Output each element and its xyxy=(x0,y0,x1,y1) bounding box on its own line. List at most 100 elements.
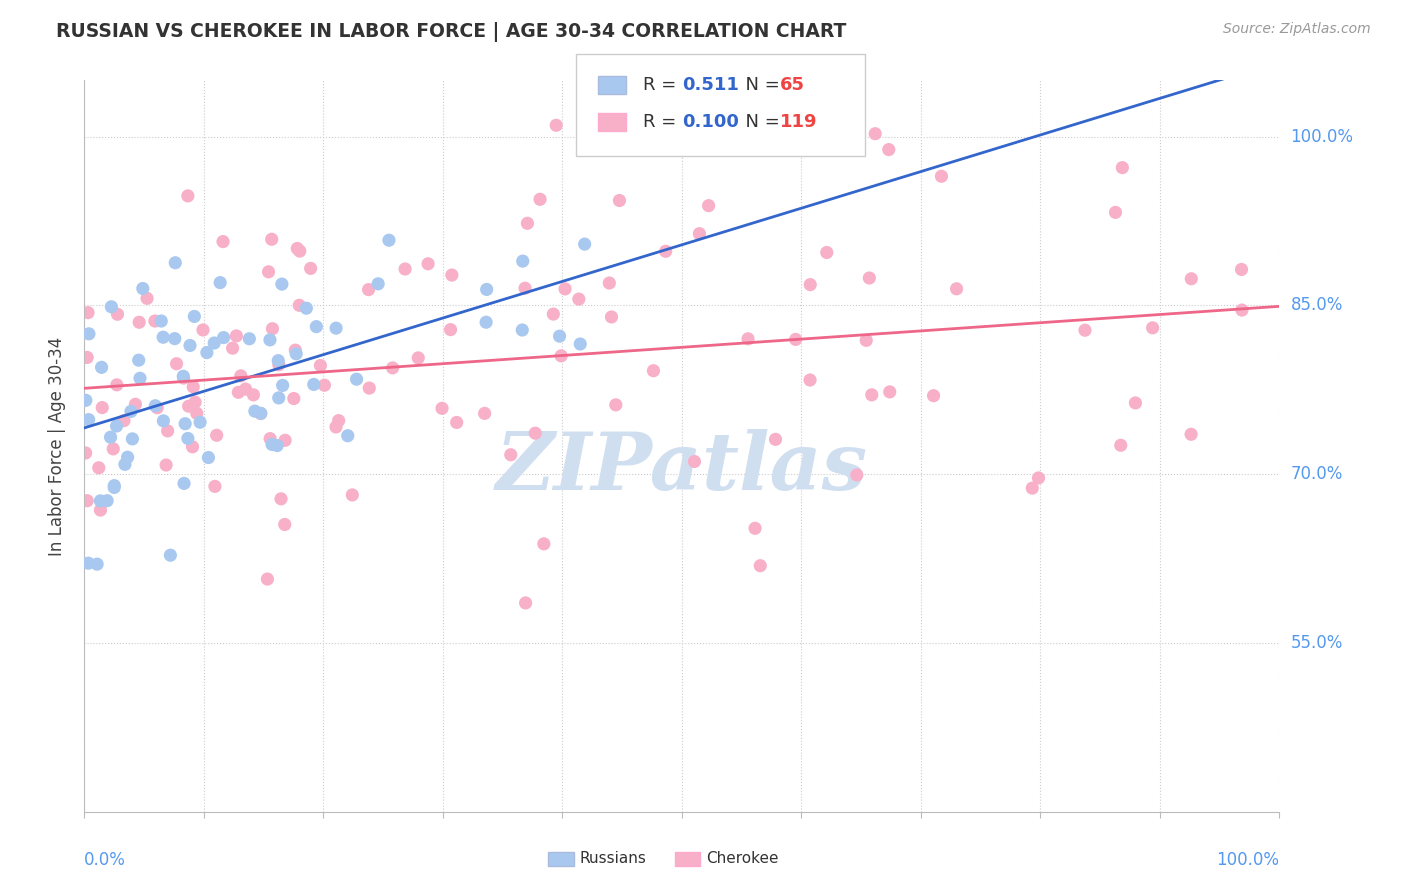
Point xyxy=(103,480,125,494)
Text: 0.100: 0.100 xyxy=(682,113,738,131)
Point xyxy=(120,404,142,418)
Point xyxy=(260,437,283,451)
Point xyxy=(543,307,565,321)
Point xyxy=(204,479,226,493)
Point xyxy=(184,395,207,409)
Point xyxy=(877,143,900,157)
Point xyxy=(89,494,111,508)
Point xyxy=(112,414,135,428)
Point xyxy=(785,333,807,347)
Point xyxy=(77,326,100,341)
Point xyxy=(256,572,278,586)
Point xyxy=(173,476,195,491)
Point xyxy=(1180,427,1202,442)
Point xyxy=(515,596,537,610)
Point xyxy=(163,332,186,346)
Point xyxy=(105,419,128,434)
Point xyxy=(105,377,128,392)
Text: 100.0%: 100.0% xyxy=(1291,128,1354,145)
Point xyxy=(195,345,218,359)
Point xyxy=(1074,323,1097,337)
Point xyxy=(267,353,290,368)
Point xyxy=(260,232,283,246)
Point xyxy=(299,261,322,276)
Point xyxy=(529,192,551,206)
Point xyxy=(165,256,187,270)
Point xyxy=(749,558,772,573)
Point xyxy=(510,323,533,337)
Point xyxy=(931,169,953,184)
Point xyxy=(1021,481,1043,495)
Text: 100.0%: 100.0% xyxy=(1216,851,1279,869)
Point xyxy=(76,351,98,365)
Point xyxy=(156,424,179,438)
Text: R =: R = xyxy=(643,113,682,131)
Point xyxy=(152,330,174,344)
Point xyxy=(683,454,706,468)
Point xyxy=(378,233,401,247)
Point xyxy=(799,277,821,292)
Point xyxy=(238,332,260,346)
Point xyxy=(309,359,332,373)
Point xyxy=(1111,161,1133,175)
Point xyxy=(96,493,118,508)
Point xyxy=(574,237,596,252)
Point xyxy=(548,329,571,343)
Point xyxy=(1109,438,1132,452)
Point xyxy=(513,281,536,295)
Point xyxy=(546,118,568,132)
Point xyxy=(89,503,111,517)
Point xyxy=(554,282,576,296)
Point xyxy=(744,521,766,535)
Point xyxy=(221,341,243,355)
Point xyxy=(346,372,368,386)
Y-axis label: In Labor Force | Age 30-34: In Labor Force | Age 30-34 xyxy=(48,336,66,556)
Point xyxy=(212,330,235,344)
Point xyxy=(100,430,122,444)
Point xyxy=(1230,303,1253,318)
Point xyxy=(314,378,336,392)
Point xyxy=(1230,262,1253,277)
Point xyxy=(259,432,281,446)
Point xyxy=(357,283,380,297)
Point xyxy=(243,404,266,418)
Text: 85.0%: 85.0% xyxy=(1291,296,1343,314)
Text: R =: R = xyxy=(643,76,682,94)
Point xyxy=(654,244,676,259)
Point xyxy=(75,393,97,408)
Point xyxy=(91,401,114,415)
Point xyxy=(1028,471,1050,485)
Point xyxy=(274,517,297,532)
Point xyxy=(155,458,177,472)
Point xyxy=(285,242,308,256)
Point xyxy=(128,315,150,329)
Point xyxy=(152,414,174,428)
Point xyxy=(202,336,225,351)
Point xyxy=(697,199,720,213)
Point xyxy=(177,432,200,446)
Point xyxy=(499,448,522,462)
Point xyxy=(77,556,100,570)
Point xyxy=(159,548,181,562)
Point xyxy=(815,245,838,260)
Point xyxy=(1142,321,1164,335)
Point xyxy=(285,347,308,361)
Point xyxy=(609,194,631,208)
Point xyxy=(249,406,271,420)
Point xyxy=(143,399,166,413)
Text: 55.0%: 55.0% xyxy=(1291,634,1343,652)
Point xyxy=(600,310,623,324)
Text: 0.0%: 0.0% xyxy=(84,851,127,869)
Point xyxy=(325,420,347,434)
Point xyxy=(77,305,100,319)
Point xyxy=(181,380,204,394)
Point xyxy=(249,407,271,421)
Point xyxy=(475,282,498,296)
Point xyxy=(205,428,228,442)
Point xyxy=(262,321,284,335)
Point xyxy=(86,557,108,571)
Point xyxy=(516,216,538,230)
Point xyxy=(212,235,235,249)
Point xyxy=(860,388,883,402)
Point xyxy=(737,332,759,346)
